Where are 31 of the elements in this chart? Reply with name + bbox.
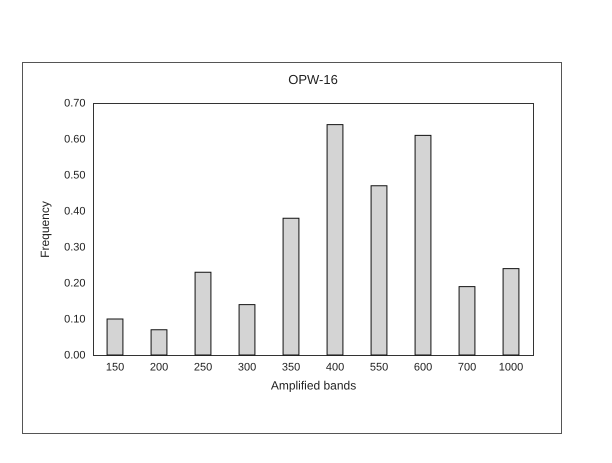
bar [238, 304, 256, 356]
bar [502, 268, 520, 356]
x-tick-label: 600 [414, 362, 432, 374]
bar [194, 272, 212, 356]
x-tick-label: 550 [370, 362, 388, 374]
y-tick-label: 0.70 [64, 98, 86, 110]
x-tick-label: 700 [458, 362, 476, 374]
x-tick-label: 150 [106, 362, 124, 374]
y-tick-label: 0.50 [64, 170, 86, 182]
bar [326, 124, 344, 356]
bar [282, 218, 300, 356]
x-tick-label: 1000 [498, 362, 524, 374]
x-tick-label: 200 [150, 362, 168, 374]
x-tick-label: 400 [326, 362, 344, 374]
x-axis-title: Amplified bands [270, 378, 356, 392]
y-tick-label: 0.60 [64, 134, 86, 146]
bar [458, 286, 476, 356]
bar [106, 318, 124, 356]
y-tick-label: 0.10 [64, 314, 86, 326]
x-tick-label: 350 [282, 362, 300, 374]
bar [414, 134, 432, 356]
y-tick-label: 0.20 [64, 278, 86, 290]
bar [370, 185, 388, 356]
bar [150, 329, 168, 356]
y-tick-label: 0.00 [64, 350, 86, 362]
x-tick-label: 250 [194, 362, 212, 374]
x-tick-label: 300 [238, 362, 256, 374]
y-tick-label: 0.40 [64, 206, 86, 218]
y-axis-title: Frequency [38, 201, 52, 258]
y-tick-label: 0.30 [64, 242, 86, 254]
chart-title: OPW-16 [288, 72, 338, 87]
